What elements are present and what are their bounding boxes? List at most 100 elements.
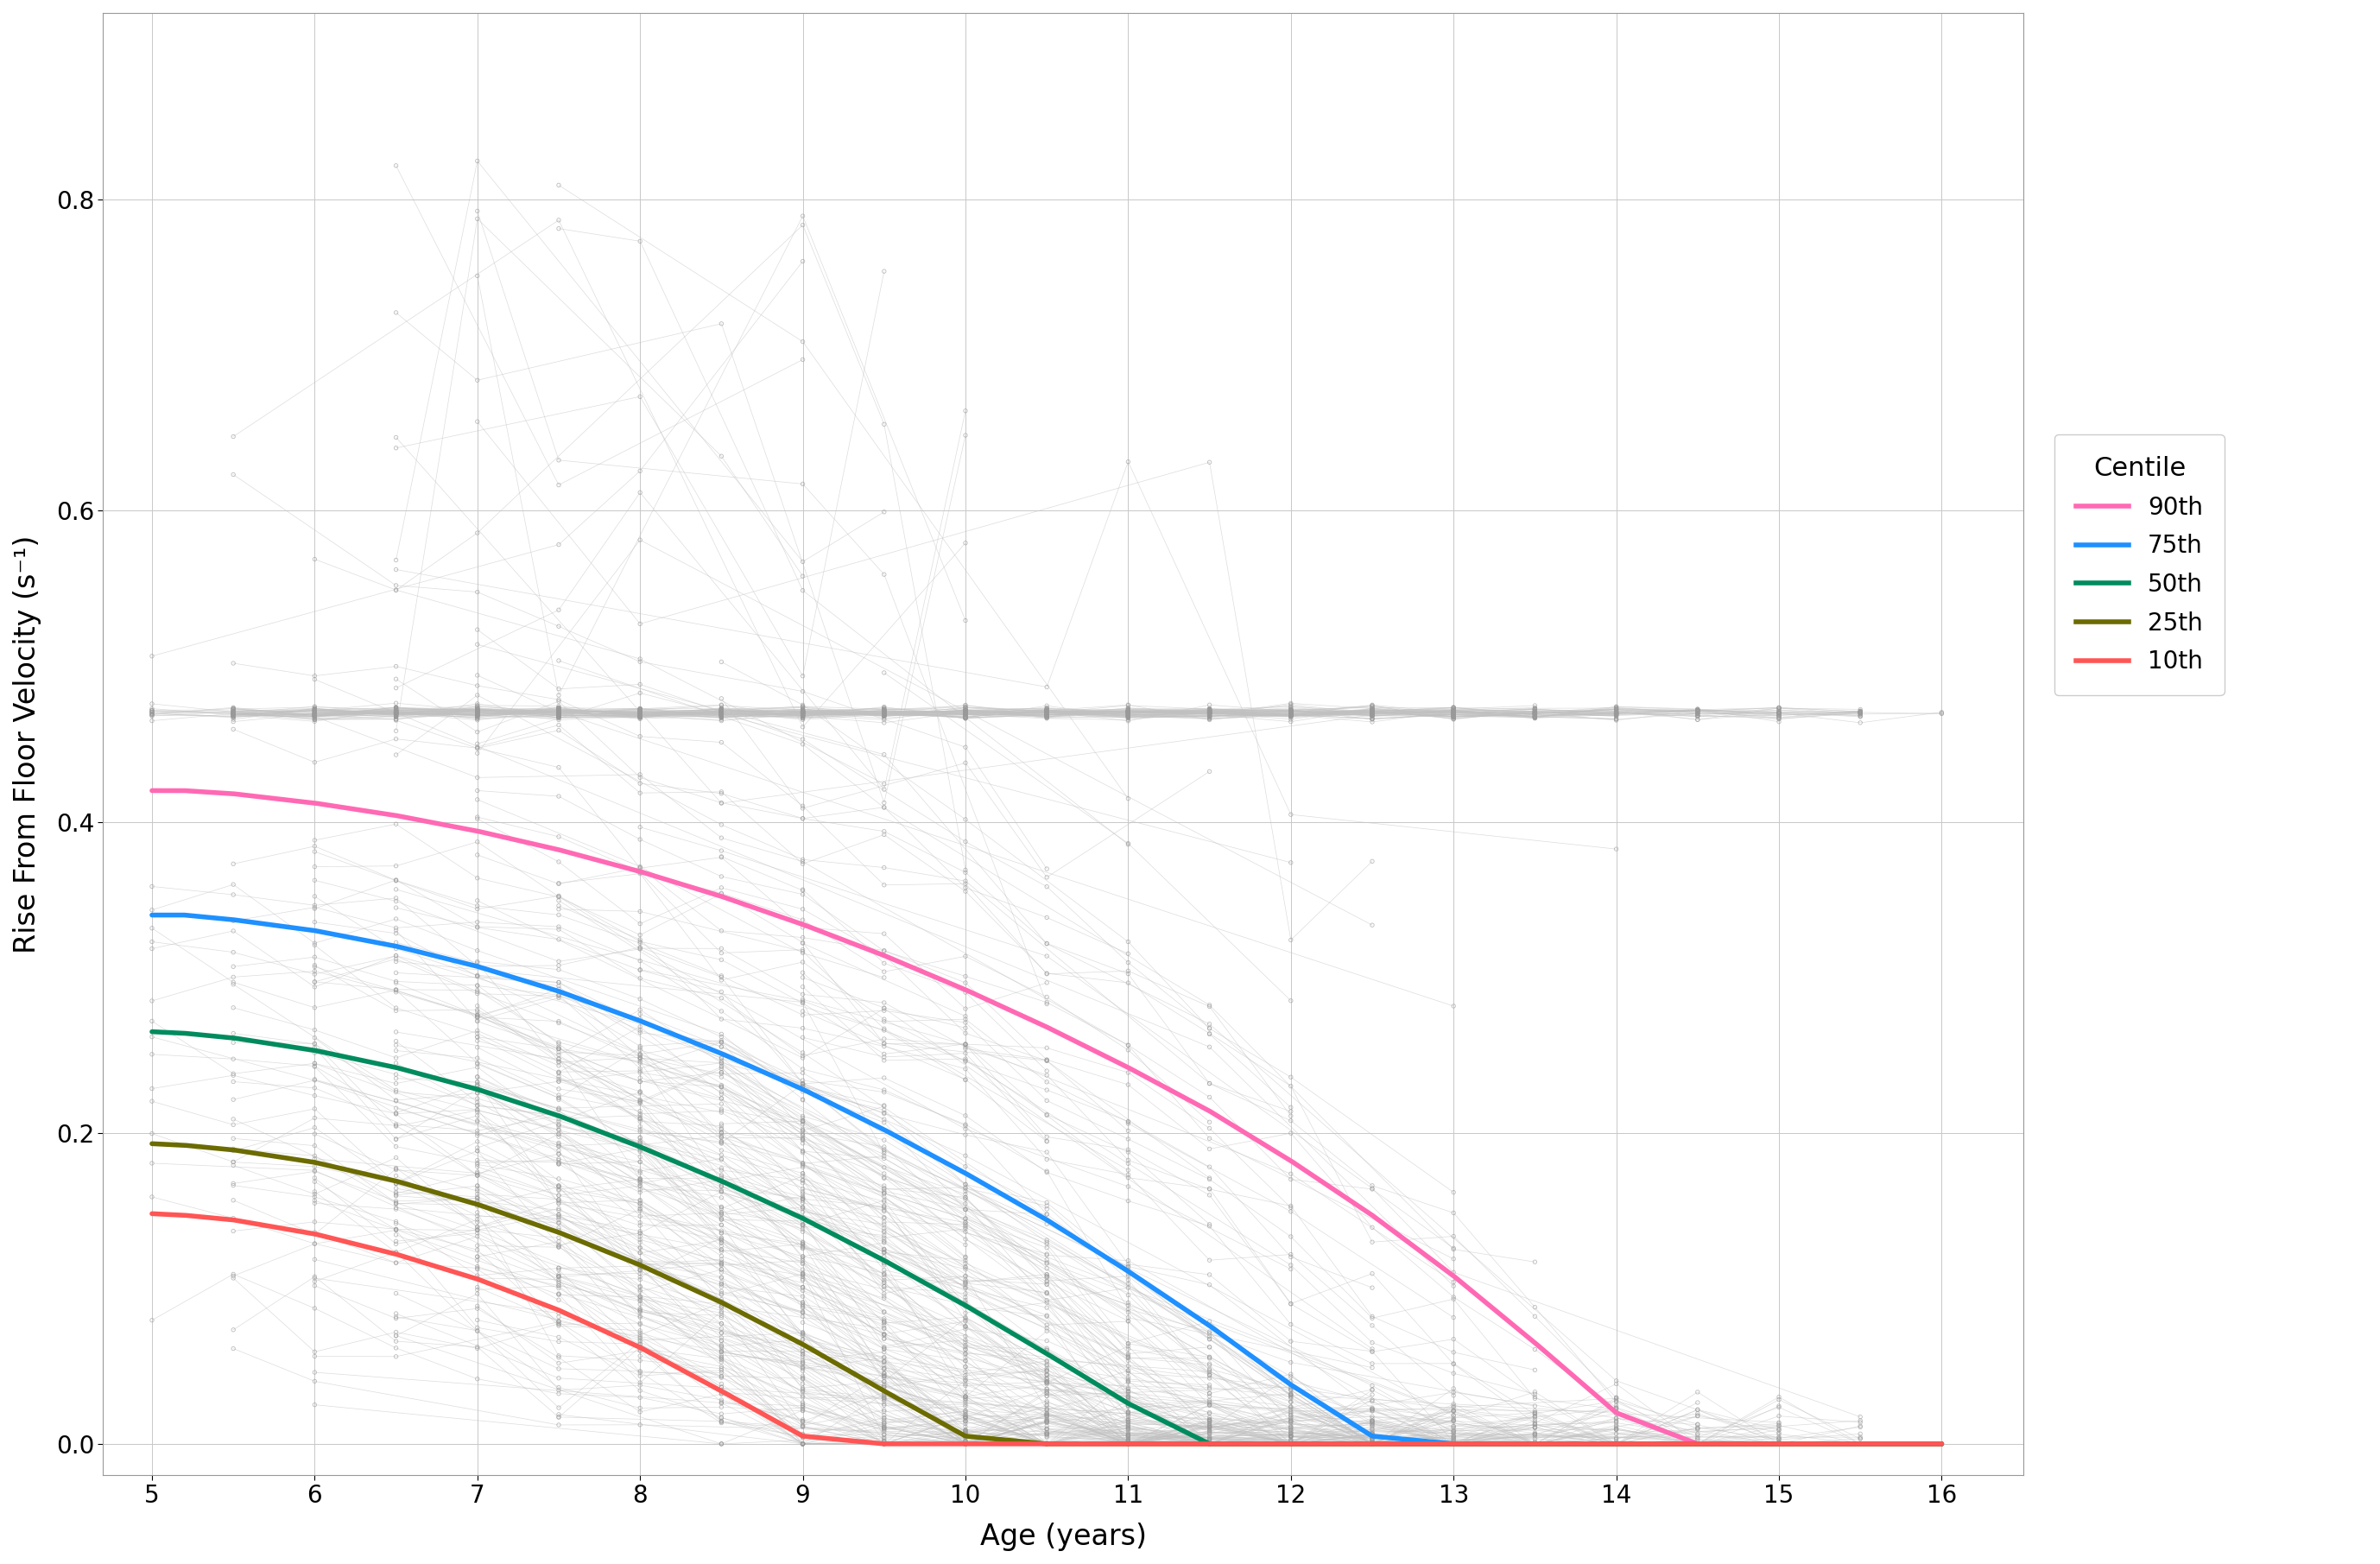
Point (621, 1300, 659, 1325)
Point (864, 777, 902, 802)
Point (783, 705, 821, 730)
Point (947, 1425, 985, 1450)
Point (1028, 704, 1066, 729)
Point (947, 1178, 985, 1203)
Point (1516, 1429, 1554, 1455)
Point (214, 940, 252, 965)
Point (1354, 698, 1392, 723)
Point (947, 1245, 985, 1270)
Point (1354, 701, 1392, 726)
Point (1597, 701, 1635, 726)
Point (947, 422, 985, 447)
Point (1271, 1364, 1309, 1389)
Point (947, 1187, 985, 1212)
Point (947, 1290, 985, 1315)
Point (702, 704, 740, 729)
Point (376, 1250, 414, 1275)
Point (621, 698, 659, 723)
Point (1435, 704, 1473, 729)
Point (1190, 1431, 1228, 1456)
Point (1109, 1417, 1147, 1442)
Point (1435, 1419, 1473, 1444)
Point (783, 1425, 821, 1450)
Point (1435, 1415, 1473, 1440)
Point (1190, 705, 1228, 730)
Point (376, 696, 414, 721)
Point (864, 1009, 902, 1034)
Point (1435, 704, 1473, 729)
Point (1028, 698, 1066, 723)
Point (702, 1401, 740, 1426)
Point (783, 732, 821, 757)
Point (947, 704, 985, 729)
Point (947, 1420, 985, 1445)
Point (1516, 698, 1554, 723)
Point (1190, 1431, 1228, 1456)
Point (376, 1128, 414, 1153)
Point (540, 1103, 578, 1128)
Point (376, 968, 414, 993)
Point (1271, 1431, 1309, 1456)
Point (621, 1234, 659, 1259)
Point (459, 938, 497, 963)
Point (1354, 1229, 1392, 1254)
Point (1354, 1411, 1392, 1436)
Point (1028, 699, 1066, 724)
Point (1516, 701, 1554, 726)
Point (1516, 701, 1554, 726)
Point (621, 1139, 659, 1164)
Point (1842, 699, 1880, 724)
Point (376, 1240, 414, 1265)
Point (864, 1225, 902, 1250)
Point (1435, 1431, 1473, 1456)
Point (1109, 701, 1147, 726)
Point (459, 704, 497, 729)
Point (1190, 1431, 1228, 1456)
Point (702, 1378, 740, 1403)
Point (864, 1308, 902, 1333)
Point (459, 698, 497, 723)
Point (1028, 705, 1066, 730)
Point (947, 693, 985, 718)
Point (947, 1404, 985, 1429)
Point (1435, 704, 1473, 729)
Point (1190, 1426, 1228, 1451)
Point (459, 1003, 497, 1028)
Point (1354, 1431, 1392, 1456)
Point (1109, 699, 1147, 724)
Point (214, 965, 252, 990)
Point (295, 704, 333, 729)
Point (864, 1403, 902, 1428)
Point (621, 1311, 659, 1336)
Point (1109, 1370, 1147, 1395)
Point (1597, 694, 1635, 719)
Point (1759, 1431, 1797, 1456)
Point (1109, 1300, 1147, 1325)
Point (1271, 1431, 1309, 1456)
Point (783, 1248, 821, 1273)
Point (783, 1395, 821, 1420)
Point (1435, 1426, 1473, 1451)
Point (621, 702, 659, 727)
Point (1190, 1409, 1228, 1434)
Point (376, 1157, 414, 1182)
Point (783, 579, 821, 604)
Point (1516, 699, 1554, 724)
Point (864, 699, 902, 724)
Point (1597, 1426, 1635, 1451)
Point (1190, 701, 1228, 726)
Point (1271, 1414, 1309, 1439)
Point (947, 1032, 985, 1057)
Point (864, 1364, 902, 1389)
Point (1354, 694, 1392, 719)
Point (947, 1419, 985, 1444)
Point (1516, 1431, 1554, 1456)
Point (783, 1322, 821, 1347)
Point (864, 1270, 902, 1295)
Point (783, 1431, 821, 1456)
Point (1109, 1368, 1147, 1394)
Point (947, 1328, 985, 1353)
Point (1028, 1089, 1066, 1114)
Point (1028, 1431, 1066, 1456)
Point (1516, 1401, 1554, 1426)
